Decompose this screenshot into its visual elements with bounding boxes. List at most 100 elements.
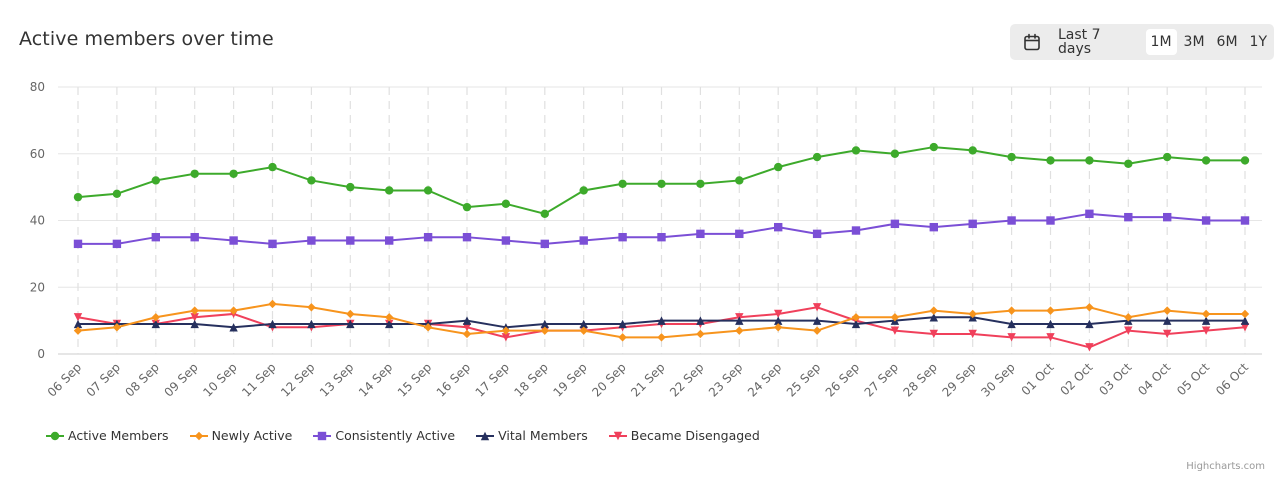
consistently-active-point	[1163, 212, 1172, 222]
vital-members-point	[1240, 316, 1250, 325]
consistently-active-point	[696, 229, 705, 239]
active-members-point	[151, 176, 160, 185]
vital-members-point	[385, 319, 394, 329]
x-tick-label: 16 Sep	[434, 360, 473, 399]
legend-symbol	[608, 431, 627, 440]
newly-active-point	[462, 329, 472, 339]
range-3m-button[interactable]: 3M	[1183, 34, 1205, 50]
legend-item-vital-members[interactable]: Vital Members	[476, 428, 588, 443]
active-members-point	[929, 142, 938, 152]
consistently-active-point	[268, 239, 277, 249]
x-tick-label: 07 Sep	[84, 360, 123, 399]
became-disengaged-point	[1201, 326, 1211, 335]
x-tick-label: 04 Oct	[1135, 360, 1173, 398]
x-tick-label: 23 Sep	[706, 360, 745, 399]
newly-active-point	[929, 306, 938, 315]
x-tick-label: 01 Oct	[1019, 360, 1057, 398]
newly-active-point	[1240, 309, 1250, 319]
active-members-point	[540, 209, 549, 219]
consistently-active-point	[1124, 212, 1133, 222]
x-tick-label: 29 Sep	[939, 360, 978, 399]
active-members-point	[657, 179, 666, 188]
consistently-active-point	[735, 229, 744, 239]
x-tick-label: 28 Sep	[901, 360, 940, 399]
became-disengaged-point	[929, 329, 938, 339]
active-members-point	[774, 162, 783, 172]
x-tick-label: 10 Sep	[200, 360, 239, 399]
newly-active-series	[73, 299, 1250, 342]
consistently-active-point	[229, 236, 238, 245]
highcharts-credit[interactable]: Highcharts.com	[1186, 461, 1265, 472]
vital-members-point	[735, 316, 744, 325]
x-tick-label: 26 Sep	[823, 360, 862, 399]
consistently-active-point	[151, 232, 160, 242]
consistently-active-point	[1007, 216, 1016, 225]
newly-active-point	[1085, 303, 1094, 312]
newly-active-point	[1007, 306, 1016, 315]
vital-members-point	[229, 323, 238, 332]
consistently-active-point	[1085, 209, 1094, 219]
active-members-point	[112, 189, 122, 198]
x-tick-label: 06 Sep	[45, 360, 84, 399]
newly-active-point	[851, 313, 861, 322]
consistently-active-point	[112, 239, 122, 249]
legend-item-active-members[interactable]: Active Members	[46, 428, 169, 443]
vital-members-point	[929, 313, 938, 322]
became-disengaged-point	[501, 333, 511, 342]
range-1y-button[interactable]: 1Y	[1249, 34, 1267, 50]
consistently-active-point	[851, 226, 861, 235]
newly-active-point	[579, 326, 588, 335]
active-members-point	[268, 162, 277, 172]
range-1m-button[interactable]: 1M	[1145, 29, 1177, 55]
became-disengaged-point	[1240, 323, 1250, 332]
y-tick-label: 20	[30, 280, 45, 294]
vital-members-point	[151, 319, 160, 329]
legend-label: Active Members	[68, 428, 169, 443]
became-disengaged-point	[1124, 326, 1133, 335]
became-disengaged-point	[1163, 329, 1172, 339]
range-selector: Last 7 days 1M 3M 6M 1Y	[1010, 24, 1274, 60]
vital-members-point	[268, 319, 277, 329]
consistently-active-point	[1201, 216, 1211, 225]
consistently-active-point	[774, 222, 783, 232]
vital-members-point	[579, 319, 588, 329]
newly-active-point	[307, 303, 316, 312]
vital-members-point	[618, 319, 627, 329]
vital-members-point	[1085, 319, 1094, 329]
became-disengaged-point	[812, 303, 822, 312]
x-tick-label: 17 Sep	[473, 360, 512, 399]
newly-active-point	[1163, 306, 1172, 315]
active-members-point	[1201, 156, 1211, 165]
consistently-active-point	[540, 239, 549, 249]
y-tick-label: 60	[30, 147, 45, 161]
vital-members-point	[1163, 316, 1172, 325]
legend-item-newly-active[interactable]: Newly Active	[189, 428, 292, 443]
legend-symbol	[313, 431, 332, 440]
vital-members-series	[73, 313, 1250, 332]
newly-active-point	[501, 326, 511, 335]
range-last-7-days-button[interactable]: Last 7 days	[1058, 27, 1101, 57]
vital-members-point	[307, 319, 316, 329]
newly-active-point	[112, 323, 122, 332]
vital-members-point	[851, 319, 861, 329]
newly-active-point	[968, 309, 977, 319]
newly-active-point	[1201, 309, 1211, 319]
vital-members-point	[1007, 319, 1016, 329]
consistently-active-series	[73, 209, 1250, 249]
vital-members-point	[1201, 316, 1211, 325]
became-disengaged-point	[190, 313, 199, 322]
newly-active-point	[1124, 313, 1133, 322]
consistently-active-point	[968, 219, 977, 229]
range-6m-button[interactable]: 6M	[1216, 34, 1238, 50]
consistently-active-point	[307, 236, 316, 245]
legend-item-became-disengaged[interactable]: Became Disengaged	[608, 428, 760, 443]
newly-active-point	[618, 333, 627, 342]
x-tick-label: 30 Sep	[978, 360, 1017, 399]
consistently-active-point	[501, 236, 511, 245]
legend-item-consistently-active[interactable]: Consistently Active	[313, 428, 455, 443]
y-tick-label: 0	[37, 347, 45, 361]
consistently-active-point	[929, 222, 938, 232]
active-members-point	[1046, 156, 1055, 165]
calendar-icon[interactable]	[1022, 32, 1042, 52]
x-tick-label: 21 Sep	[628, 360, 667, 399]
